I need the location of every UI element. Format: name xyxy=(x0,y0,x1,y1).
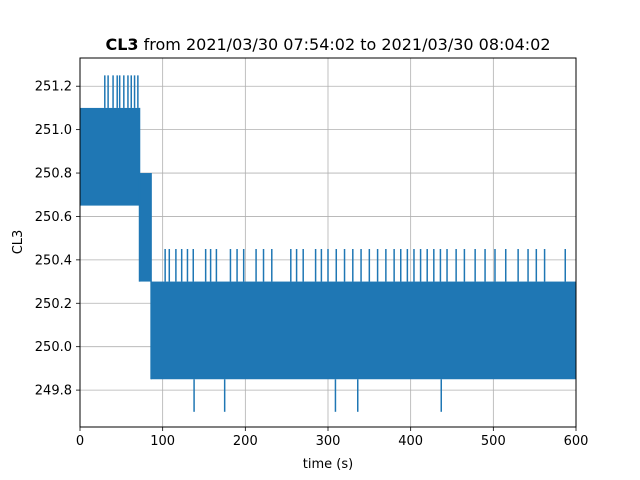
x-axis-label: time (s) xyxy=(303,457,353,472)
x-ticks: 0 100 200 300 400 500 600 xyxy=(76,427,589,449)
x-tick-label: 0 xyxy=(76,434,84,449)
y-tick-label: 250.8 xyxy=(35,167,72,182)
series-band xyxy=(80,107,140,206)
x-tick-label: 500 xyxy=(481,434,506,449)
x-tick-label: 600 xyxy=(564,434,589,449)
y-axis-label: CL3 xyxy=(11,230,26,255)
data-layer xyxy=(80,75,577,412)
y-tick-label: 250.2 xyxy=(35,297,72,312)
series-band xyxy=(139,173,152,282)
y-tick-label: 250.6 xyxy=(35,210,72,225)
grid-layer xyxy=(79,58,577,427)
x-tick-label: 100 xyxy=(150,434,175,449)
x-tick-label: 400 xyxy=(398,434,423,449)
y-ticks: 249.8 250.0 250.2 250.4 250.6 250.8 251.0 251.2 xyxy=(35,80,80,399)
chart-title-bold: CL3 xyxy=(105,35,138,54)
x-tick-label: 300 xyxy=(316,434,341,449)
y-tick-label: 249.8 xyxy=(35,384,72,399)
chart-title: CL3 from 2021/03/30 07:54:02 to 2021/03/… xyxy=(105,35,550,54)
y-tick-label: 250.0 xyxy=(35,340,72,355)
y-tick-label: 251.2 xyxy=(35,80,72,95)
series-band xyxy=(151,281,577,380)
x-tick-label: 200 xyxy=(233,434,258,449)
y-tick-label: 250.4 xyxy=(35,253,72,268)
chart-title-rest: from 2021/03/30 07:54:02 to 2021/03/30 0… xyxy=(139,35,551,54)
y-tick-label: 251.0 xyxy=(35,123,72,138)
